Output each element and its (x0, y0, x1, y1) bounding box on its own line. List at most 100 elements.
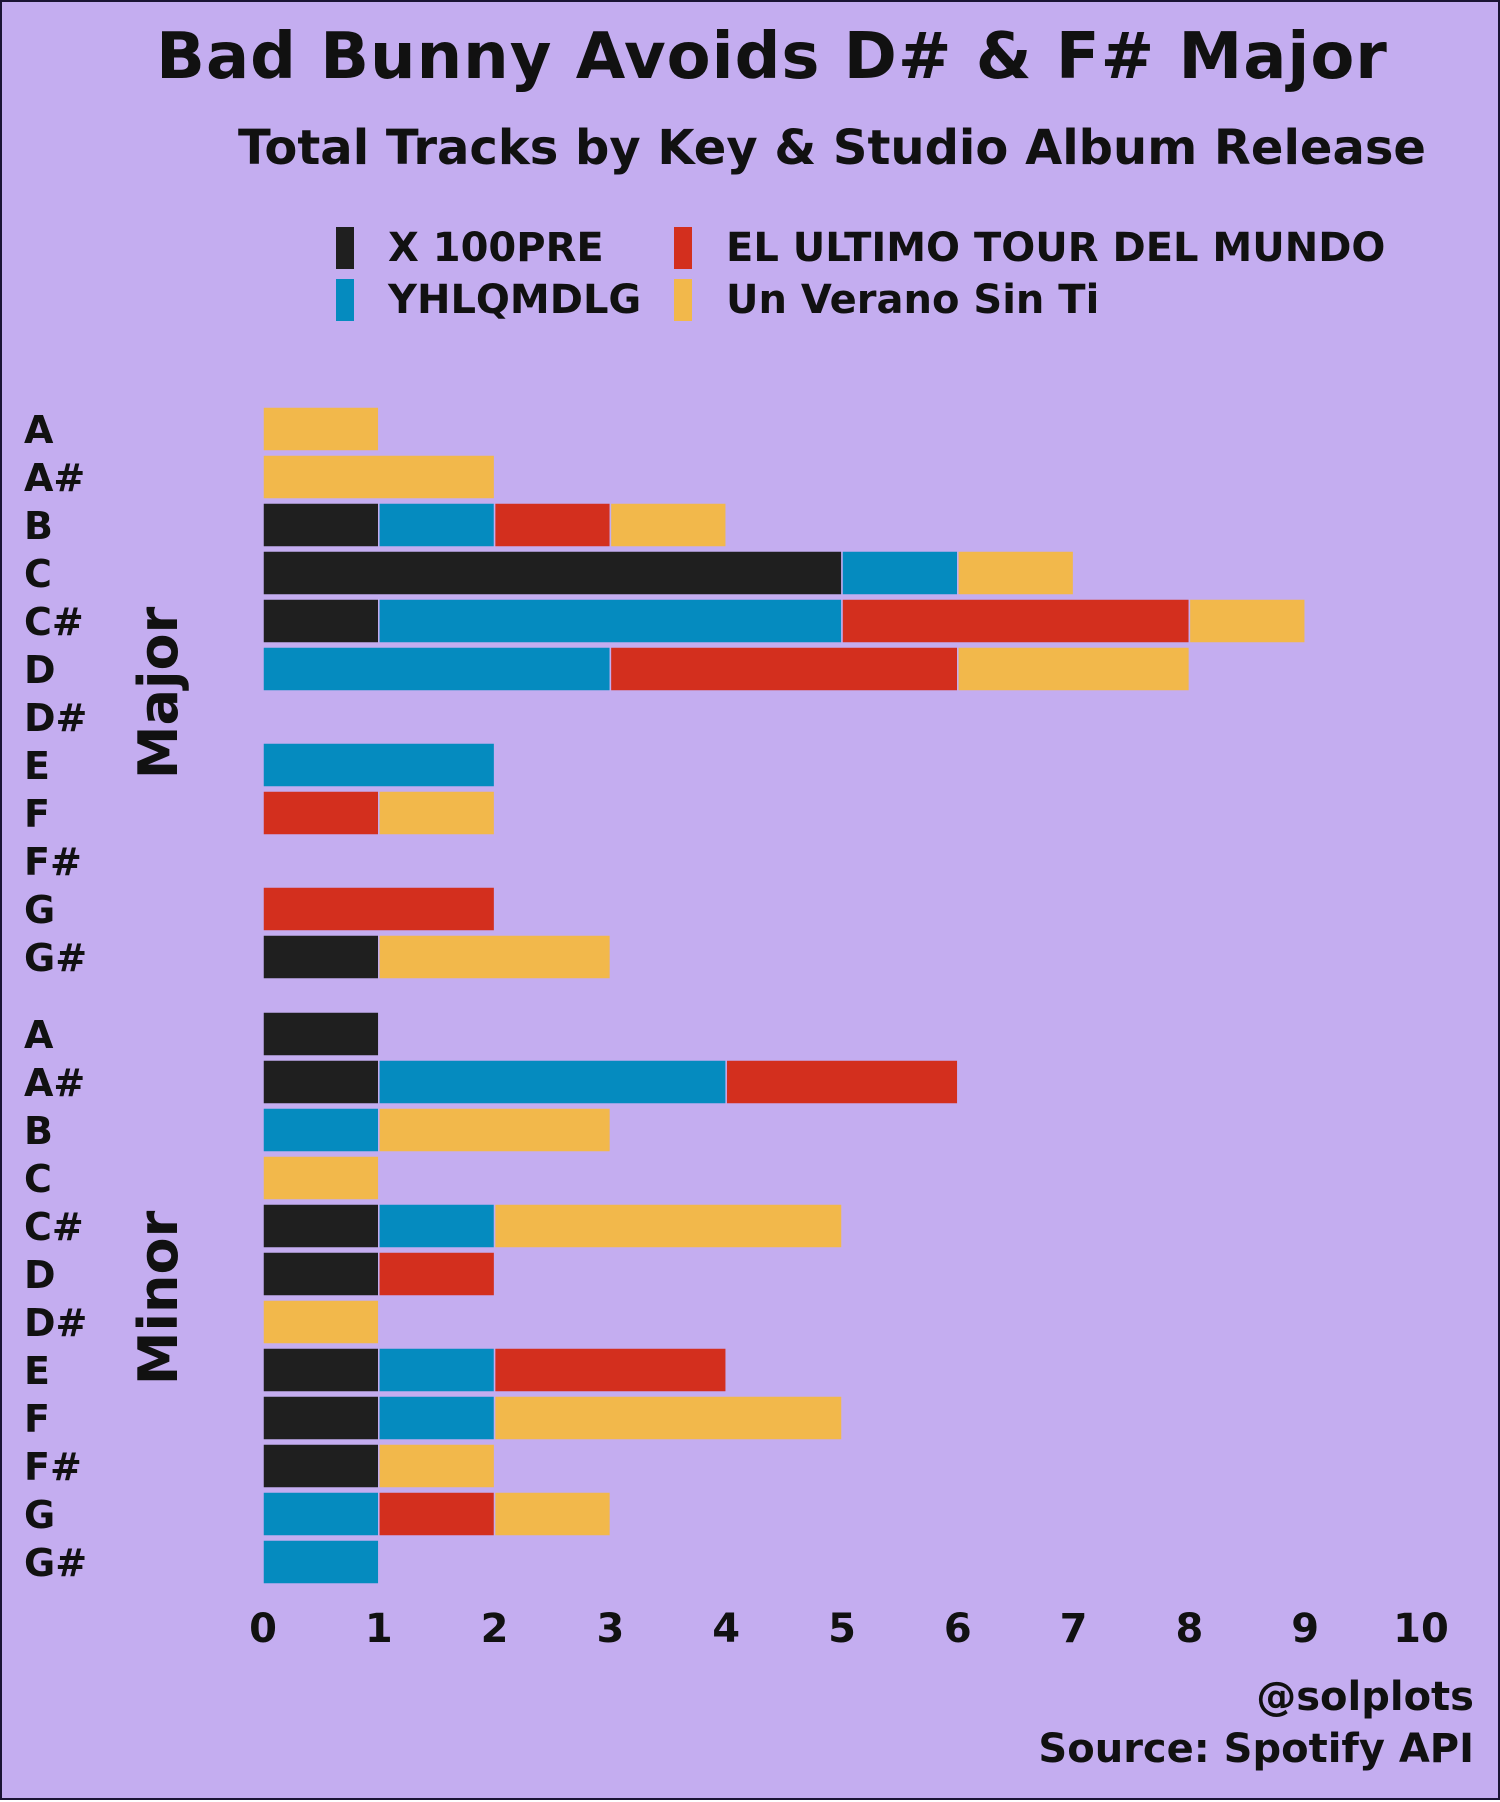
bar-minor-f-x-100pre (262, 1395, 380, 1441)
bar-minor-a-sharp-el-ultimo-tour-del-mundo (725, 1059, 959, 1105)
legend-label-un-verano: Un Verano Sin Ti (726, 277, 1100, 323)
y-tick-label-major-g: G (24, 888, 55, 932)
bar-major-g-sharp-x-100pre (262, 934, 380, 980)
x-tick-label-2: 2 (481, 1606, 509, 1652)
bar-major-c-sharp-un-verano-sin-ti (1188, 598, 1306, 644)
y-tick-label-minor-g-sharp: G# (24, 1541, 87, 1585)
y-tick-label-minor-d-sharp: D# (24, 1301, 87, 1345)
bar-minor-f-un-verano-sin-ti (493, 1395, 843, 1441)
bar-major-d-el-ultimo-tour-del-mundo (609, 646, 959, 692)
x-tick-label-4: 4 (712, 1606, 740, 1652)
y-tick-label-minor-b: B (24, 1109, 53, 1153)
bar-minor-a-x-100pre (262, 1011, 380, 1057)
y-tick-label-minor-e: E (24, 1349, 50, 1393)
bar-major-b-yhlqmdlg (378, 502, 496, 548)
y-tick-label-major-f-sharp: F# (24, 840, 82, 884)
bar-major-c-sharp-x-100pre (262, 598, 380, 644)
bar-minor-c-sharp-x-100pre (262, 1203, 380, 1249)
y-tick-label-major-c-sharp: C# (24, 600, 84, 644)
bar-major-a-sharp-un-verano-sin-ti (262, 454, 496, 500)
x-tick-label-7: 7 (1060, 1606, 1088, 1652)
y-tick-label-major-f: F (24, 792, 50, 836)
chart-title: Bad Bunny Avoids D# & F# Major (156, 20, 1388, 94)
bar-minor-c-sharp-yhlqmdlg (378, 1203, 496, 1249)
y-tick-label-major-e: E (24, 744, 50, 788)
y-tick-label-minor-g: G (24, 1493, 55, 1537)
x-tick-label-5: 5 (828, 1606, 856, 1652)
bar-minor-b-un-verano-sin-ti (378, 1107, 612, 1153)
y-tick-label-major-a-sharp: A# (24, 456, 85, 500)
legend-item-x100pre: X 100PRE (336, 224, 604, 272)
bar-minor-d-sharp-un-verano-sin-ti (262, 1299, 380, 1345)
bar-minor-b-yhlqmdlg (262, 1107, 380, 1153)
legend-item-yhlqmdlg: YHLQMDLG (336, 276, 641, 324)
bar-major-d-yhlqmdlg (262, 646, 612, 692)
y-tick-label-minor-c: C (24, 1157, 52, 1201)
bar-minor-a-sharp-x-100pre (262, 1059, 380, 1105)
x-tick-label-8: 8 (1175, 1606, 1203, 1652)
legend-swatch-el-ultimo-tour (674, 227, 692, 269)
bar-major-b-un-verano-sin-ti (609, 502, 727, 548)
y-tick-label-minor-f-sharp: F# (24, 1445, 82, 1489)
bar-major-b-el-ultimo-tour-del-mundo (493, 502, 612, 548)
bar-minor-g-yhlqmdlg (262, 1491, 380, 1537)
bar-minor-a-sharp-yhlqmdlg (378, 1059, 727, 1105)
credit-handle: @solplots (1256, 1674, 1474, 1720)
x-tick-label-6: 6 (944, 1606, 972, 1652)
bar-minor-g-un-verano-sin-ti (493, 1491, 612, 1537)
group-label-minor: Minor (127, 1210, 190, 1385)
x-tick-label-3: 3 (596, 1606, 624, 1652)
legend: X 100PRE EL ULTIMO TOUR DEL MUNDO YHLQMD… (332, 224, 1432, 334)
bar-minor-e-el-ultimo-tour-del-mundo (493, 1347, 727, 1393)
bar-minor-c-sharp-un-verano-sin-ti (493, 1203, 843, 1249)
x-tick-label-0: 0 (249, 1606, 277, 1652)
legend-swatch-yhlqmdlg (336, 279, 354, 321)
bar-minor-g-sharp-yhlqmdlg (262, 1539, 380, 1585)
bar-major-a-un-verano-sin-ti (262, 406, 380, 452)
bar-minor-c-un-verano-sin-ti (262, 1155, 380, 1201)
chart-subtitle: Total Tracks by Key & Studio Album Relea… (238, 120, 1426, 176)
y-tick-label-minor-d: D (24, 1253, 56, 1297)
bar-major-f-un-verano-sin-ti (378, 790, 496, 836)
y-tick-label-major-c: C (24, 552, 52, 596)
bar-major-g-el-ultimo-tour-del-mundo (262, 886, 496, 932)
legend-label-x100pre: X 100PRE (388, 225, 604, 271)
bar-major-c-un-verano-sin-ti (957, 550, 1075, 596)
y-tick-label-minor-a: A (24, 1013, 54, 1057)
bar-major-c-sharp-yhlqmdlg (378, 598, 843, 644)
bar-major-d-un-verano-sin-ti (957, 646, 1191, 692)
bar-major-c-x-100pre (262, 550, 843, 596)
bar-major-c-sharp-el-ultimo-tour-del-mundo (841, 598, 1191, 644)
bar-minor-e-yhlqmdlg (378, 1347, 496, 1393)
x-tick-label-10: 10 (1393, 1606, 1449, 1652)
bar-minor-e-x-100pre (262, 1347, 380, 1393)
y-tick-label-minor-c-sharp: C# (24, 1205, 84, 1249)
bar-minor-g-el-ultimo-tour-del-mundo (378, 1491, 496, 1537)
y-tick-label-minor-a-sharp: A# (24, 1061, 85, 1105)
y-tick-label-major-b: B (24, 504, 53, 548)
x-tick-label-1: 1 (365, 1606, 393, 1652)
bar-minor-d-el-ultimo-tour-del-mundo (378, 1251, 496, 1297)
bar-major-f-el-ultimo-tour-del-mundo (262, 790, 380, 836)
bar-major-c-yhlqmdlg (841, 550, 959, 596)
legend-swatch-x100pre (336, 227, 354, 269)
y-tick-label-major-g-sharp: G# (24, 936, 87, 980)
source-note: Source: Spotify API (1038, 1726, 1474, 1772)
bar-major-g-sharp-un-verano-sin-ti (378, 934, 612, 980)
bar-minor-f-sharp-x-100pre (262, 1443, 380, 1489)
y-tick-label-major-d-sharp: D# (24, 696, 87, 740)
legend-label-yhlqmdlg: YHLQMDLG (388, 277, 642, 323)
legend-item-el-ultimo-tour: EL ULTIMO TOUR DEL MUNDO (674, 224, 1385, 272)
bar-major-b-x-100pre (262, 502, 380, 548)
legend-item-un-verano: Un Verano Sin Ti (674, 276, 1099, 324)
bar-minor-f-sharp-un-verano-sin-ti (378, 1443, 496, 1489)
bar-minor-f-yhlqmdlg (378, 1395, 496, 1441)
group-label-major: Major (127, 606, 190, 779)
y-tick-label-major-d: D (24, 648, 56, 692)
bar-minor-d-x-100pre (262, 1251, 380, 1297)
x-tick-label-9: 9 (1291, 1606, 1319, 1652)
y-tick-label-minor-f: F (24, 1397, 50, 1441)
legend-swatch-un-verano (674, 279, 692, 321)
